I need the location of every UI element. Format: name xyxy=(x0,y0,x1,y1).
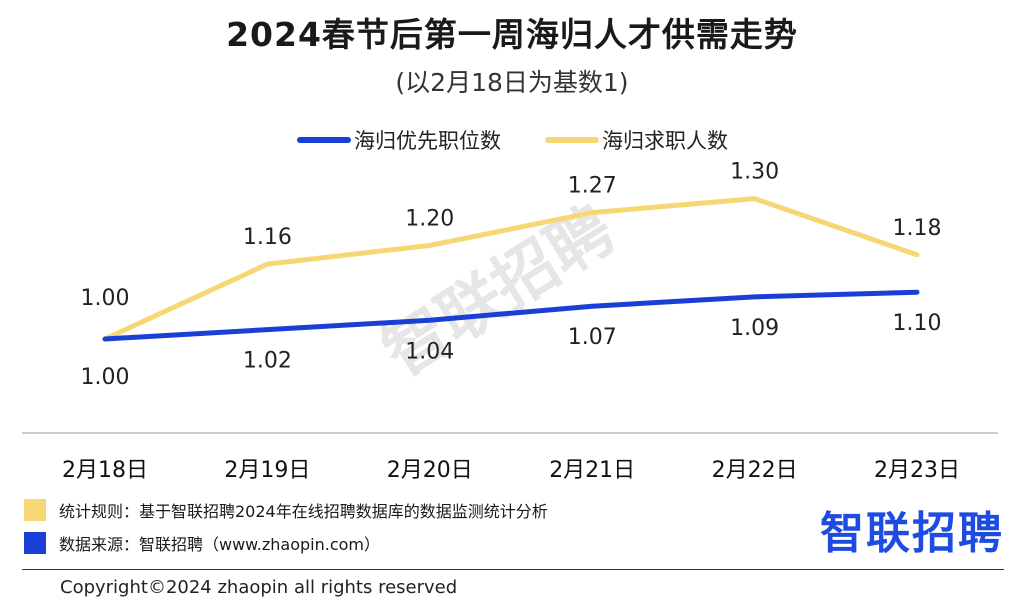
data-label-seekers: 1.30 xyxy=(730,160,779,185)
data-label-layer: 1.00 1.02 1.04 1.07 1.09 1.10 1.00 1.16 1.20 1.27… xyxy=(81,160,942,390)
series-line-seekers xyxy=(102,196,920,342)
data-label-seekers: 1.16 xyxy=(243,225,292,250)
chart-subtitle: (以2月18日为基数1) xyxy=(395,68,629,97)
data-label-jobs: 1.09 xyxy=(730,316,779,341)
rule-swatch xyxy=(24,499,46,521)
data-label-jobs: 1.07 xyxy=(568,325,617,350)
x-tick-layer: 2月18日 2月19日 2月20日 2月21日 2月22日 2月23日 xyxy=(62,458,960,483)
rule-note-text: 统计规则：基于智联招聘2024年在线招聘数据库的数据监测统计分析 xyxy=(59,502,548,521)
data-label-jobs: 1.10 xyxy=(893,311,942,336)
data-label-seekers: 1.18 xyxy=(893,216,942,241)
chart-title: 2024春节后第一周海归人才供需走势 xyxy=(226,15,798,54)
data-label-seekers: 1.27 xyxy=(568,174,617,199)
legend-label-jobs: 海归优先职位数 xyxy=(354,129,501,153)
source-note-text: 数据来源：智联招聘（www.zhaopin.com） xyxy=(59,535,381,554)
data-label-seekers: 1.20 xyxy=(405,206,454,231)
source-swatch xyxy=(24,532,46,554)
x-tick-label: 2月21日 xyxy=(549,458,635,483)
line-chart: 智联招聘 海归优先职位数 海归求职人数 1.001.02 1.041.07 1.09… xyxy=(22,129,998,483)
x-tick-label: 2月19日 xyxy=(224,458,310,483)
footer-divider xyxy=(22,569,1004,570)
series-layer xyxy=(102,196,920,342)
series-line-jobs xyxy=(102,289,920,342)
data-label-jobs: 1.00 xyxy=(81,365,130,390)
x-tick-label: 2月22日 xyxy=(712,458,798,483)
x-tick-label: 2月18日 xyxy=(62,458,148,483)
legend-label-seekers: 海归求职人数 xyxy=(602,129,728,153)
data-label-jobs: 1.02 xyxy=(243,349,292,374)
legend: 海归优先职位数 海归求职人数 xyxy=(297,129,728,153)
data-label-seekers: 1.00 xyxy=(81,286,130,311)
x-tick-label: 2月20日 xyxy=(387,458,473,483)
footer-rule-note: 统计规则：基于智联招聘2024年在线招聘数据库的数据监测统计分析 xyxy=(24,498,548,522)
footer-source-note: 数据来源：智联招聘（www.zhaopin.com） xyxy=(24,531,380,555)
copyright-text: Copyright©2024 zhaopin all rights reserv… xyxy=(60,577,458,598)
brand-logo: 智联招聘 xyxy=(820,508,1004,559)
x-tick-label: 2月23日 xyxy=(874,458,960,483)
data-label-jobs: 1.04 xyxy=(405,339,454,364)
